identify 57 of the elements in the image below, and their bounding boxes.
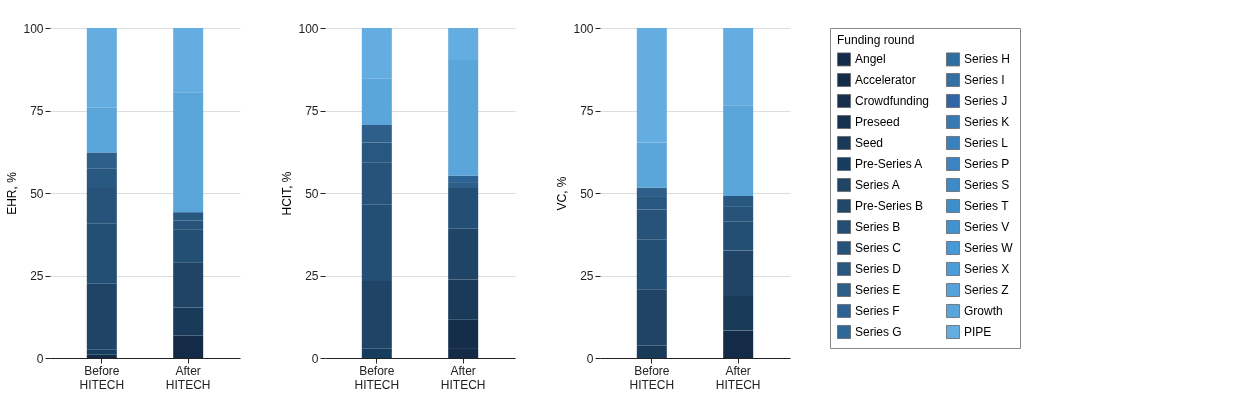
legend-label: Pre-Series A <box>855 157 923 171</box>
legend-label: Series H <box>964 52 1011 67</box>
y-axis-title: VC, % <box>555 176 570 211</box>
legend-label: Growth <box>964 304 1003 318</box>
bar <box>86 354 117 358</box>
y-tick-label: 50 <box>580 186 594 201</box>
legend-label: Series K <box>964 115 1010 129</box>
legend-label: PIPE <box>964 325 992 339</box>
legend-label: Series V <box>964 220 1010 234</box>
x-tick-label: Before HITECH <box>79 363 125 392</box>
y-tick-label: 25 <box>580 269 594 283</box>
x-tick-label: After HITECH <box>440 363 486 392</box>
legend-label: Crowdfunding <box>855 94 930 108</box>
y-axis-title: HCIT, % <box>280 171 295 216</box>
y-tick-label: 75 <box>305 104 319 118</box>
x-tick-label: After HITECH <box>165 363 211 392</box>
legend-label: Series D <box>855 262 902 276</box>
y-tick-label: 75 <box>580 104 594 118</box>
legend-label: Series B <box>855 220 901 234</box>
y-tick-label: 100 <box>23 21 44 36</box>
bar <box>723 330 754 358</box>
bar <box>448 188 479 229</box>
legend-label: Series T <box>964 199 1010 213</box>
legend-title: Funding round <box>837 33 915 47</box>
legend-label: Series A <box>855 178 900 192</box>
x-tick-label: Before HITECH <box>629 363 675 392</box>
y-tick-label: 50 <box>30 186 44 201</box>
legend-label: Series L <box>964 136 1009 150</box>
y-tick-label: 100 <box>573 21 594 36</box>
legend-label: Series E <box>855 283 901 297</box>
legend-label: Series P <box>964 157 1010 171</box>
legend-label: Preseed <box>855 115 900 129</box>
legend-label: Series S <box>964 178 1010 192</box>
legend-label: Series G <box>855 325 902 339</box>
legend-label: Series X <box>964 262 1010 276</box>
legend-label: Angel <box>855 52 886 67</box>
legend-label: Series C <box>855 241 902 255</box>
y-tick-label: 0 <box>586 351 594 366</box>
x-tick-label: Before HITECH <box>354 363 400 392</box>
x-tick-label: After HITECH <box>715 363 761 392</box>
legend-label: Accelerator <box>855 73 916 87</box>
legend-label: Series J <box>964 94 1008 108</box>
y-tick-label: 0 <box>311 351 319 366</box>
y-tick-label: 50 <box>305 186 319 201</box>
y-axis-title: EHR, % <box>5 171 20 215</box>
y-tick-label: 0 <box>36 351 44 366</box>
y-tick-label: 25 <box>305 269 319 283</box>
y-tick-label: 75 <box>30 104 44 118</box>
legend-label: Seed <box>855 136 884 150</box>
legend-label: Pre-Series B <box>855 199 924 213</box>
y-tick-label: 25 <box>30 269 44 283</box>
bar <box>173 335 204 358</box>
legend-label: Series Z <box>964 283 1009 297</box>
y-tick-label: 100 <box>298 21 319 36</box>
legend-label: Series W <box>964 241 1014 255</box>
legend-label: Series F <box>855 304 900 318</box>
legend-label: Series I <box>964 73 1005 87</box>
